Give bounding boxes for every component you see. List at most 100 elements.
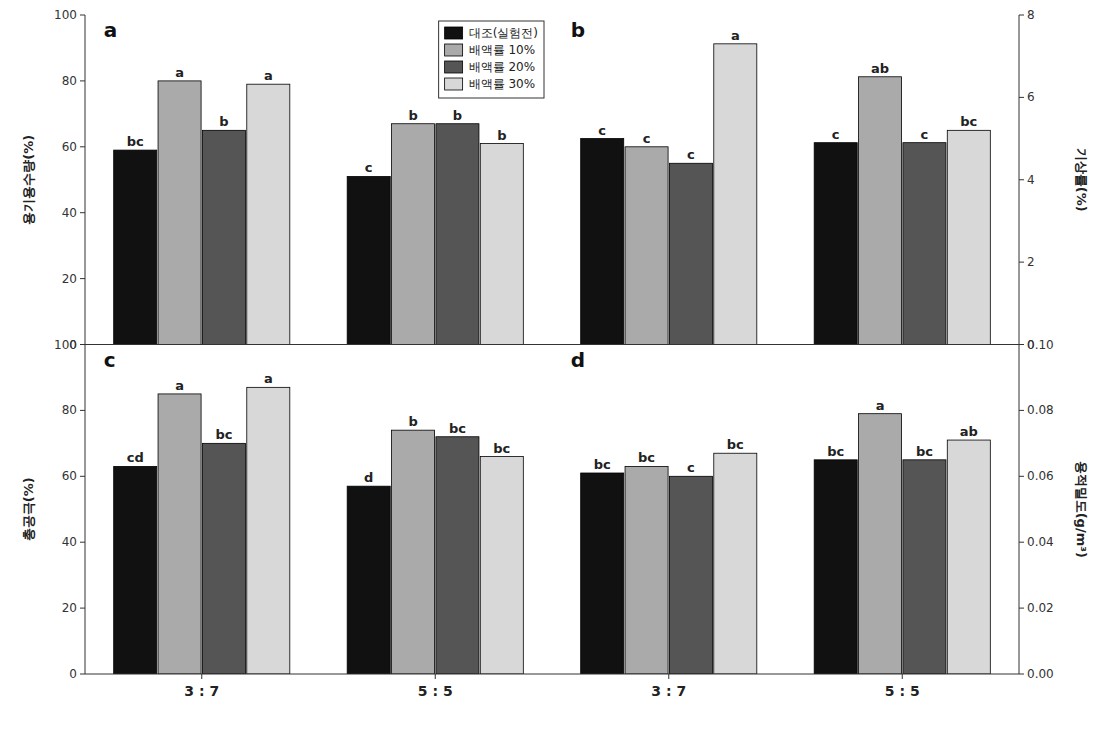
bars: [114, 387, 524, 674]
y-tick: [80, 410, 85, 411]
annotation: c: [832, 127, 840, 142]
annotations: bccabbbab: [127, 65, 507, 176]
y-tick-label: 0.08: [1027, 403, 1054, 417]
annotation: a: [175, 378, 184, 393]
y-axis-line: [85, 15, 86, 345]
legend-label: 배액률 20%: [469, 60, 536, 74]
x-axis-line: [552, 344, 1019, 345]
y-tick: [1019, 674, 1024, 675]
annotation: c: [687, 147, 695, 162]
y-tick: [1019, 542, 1024, 543]
y-tick: [80, 608, 85, 609]
y-tick-label: 100: [54, 338, 77, 352]
annotation: a: [876, 398, 885, 413]
legend-swatch: [445, 44, 463, 56]
x-tick-label: 5 : 5: [885, 683, 920, 699]
bar: [436, 437, 479, 674]
bar: [247, 387, 290, 674]
annotation: bc: [827, 444, 844, 459]
x-tick-label: 5 : 5: [418, 683, 453, 699]
y-tick-label: 20: [62, 601, 77, 615]
legend-label: 배액률 10%: [469, 43, 536, 57]
y-tick: [1019, 179, 1024, 180]
annotation: a: [731, 28, 740, 43]
y-tick-label: 100: [54, 8, 77, 22]
y-tick-label: 0.06: [1027, 469, 1054, 483]
y-tick: [1019, 410, 1024, 411]
y-tick: [1019, 15, 1024, 16]
legend-label: 대조(실험전): [469, 26, 538, 40]
annotation: b: [219, 114, 228, 129]
bars: [114, 81, 524, 345]
bar: [247, 84, 290, 344]
y-tick-label: 0.04: [1027, 535, 1054, 549]
legend: 대조(실험전) 배액률 10% 배액률 20% 배액률 30%: [439, 21, 544, 98]
legend-label: 배액률 30%: [469, 77, 536, 91]
bar: [947, 130, 990, 344]
y-axis-label: 총공극(%): [21, 477, 36, 541]
y-tick: [80, 80, 85, 81]
annotation: a: [264, 68, 273, 83]
legend-swatch: [445, 78, 463, 90]
y-tick-label: 0.00: [1027, 667, 1054, 681]
annotations: cddabbcbcabc: [127, 371, 511, 485]
y-tick-label: 20: [62, 272, 77, 286]
bar: [202, 130, 245, 344]
annotation: c: [598, 123, 606, 138]
bar: [581, 473, 624, 674]
annotation: bc: [916, 444, 933, 459]
x-axis-line: [85, 344, 552, 345]
legend-box: [439, 21, 544, 98]
bars: [581, 414, 991, 674]
x-tick-label: 3 : 7: [184, 683, 219, 699]
annotation: c: [921, 127, 929, 142]
annotation: ab: [871, 61, 889, 76]
bar: [903, 460, 946, 674]
y-axis-label: 기상률(%): [1074, 148, 1089, 212]
y-tick: [1019, 608, 1024, 609]
y-tick-label: 0: [69, 667, 77, 681]
annotation: b: [453, 108, 462, 123]
y-tick: [80, 344, 85, 345]
bar: [581, 139, 624, 345]
y-axis-line: [85, 345, 86, 675]
annotation: bc: [727, 437, 744, 452]
panel-label: b: [571, 18, 585, 42]
y-tick-label: 80: [62, 403, 77, 417]
bar: [714, 44, 757, 345]
y-tick: [1019, 262, 1024, 263]
bar: [625, 466, 668, 674]
x-tick-label: 3 : 7: [651, 683, 686, 699]
bar: [814, 460, 857, 674]
x-tick: [201, 674, 202, 679]
annotation: b: [408, 108, 417, 123]
x-tick: [668, 674, 669, 679]
bar: [859, 77, 902, 345]
annotation: c: [365, 160, 373, 175]
y-tick-label: 60: [62, 469, 77, 483]
y-tick: [1019, 344, 1024, 345]
y-tick: [80, 344, 85, 345]
annotation: b: [497, 128, 506, 143]
y-tick-label: 80: [62, 74, 77, 88]
y-tick: [80, 278, 85, 279]
y-tick: [80, 15, 85, 16]
x-tick: [902, 674, 903, 679]
y-axis-line: [1019, 345, 1020, 675]
x-axis-line: [85, 674, 552, 675]
bar: [669, 163, 712, 344]
y-tick-label: 0.02: [1027, 601, 1054, 615]
bar: [669, 476, 712, 674]
y-tick-label: 40: [62, 535, 77, 549]
panel-label: d: [571, 348, 585, 372]
annotation: ab: [960, 424, 978, 439]
panel: cccabccabc02468기상률(%)b: [552, 8, 1089, 352]
bar: [347, 176, 390, 344]
y-tick: [80, 476, 85, 477]
x-axis-line: [552, 674, 1019, 675]
legend-swatch: [445, 61, 463, 73]
annotation: cd: [127, 450, 144, 465]
bar: [114, 466, 157, 674]
annotation: bc: [960, 114, 977, 129]
y-tick: [80, 212, 85, 213]
